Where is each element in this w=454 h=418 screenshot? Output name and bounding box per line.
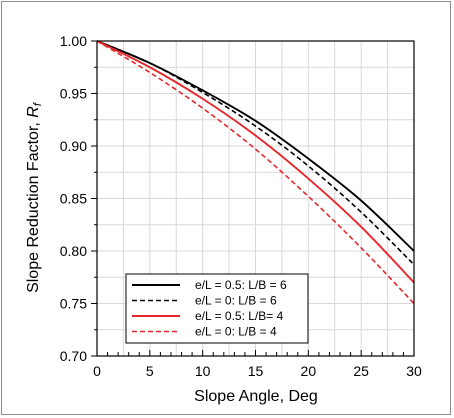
y-axis-label-symbol: R [25, 106, 42, 118]
tick-labels: 0 5 10 15 20 25 30 0.70 0.75 0.80 0.85 0.90 0.95 1.00 [60, 33, 422, 379]
legend-label-2: e/L = 0: L/B = 6 [195, 294, 277, 308]
x-tick-label: 30 [406, 363, 422, 379]
axis-ticks [91, 40, 415, 357]
y-tick-label: 0.80 [60, 243, 87, 259]
x-tick-label: 25 [353, 363, 369, 379]
y-axis-label-main: Slope Reduction Factor, [25, 118, 42, 293]
x-axis-label: Slope Angle, Deg [194, 388, 318, 405]
y-tick-label: 1.00 [60, 33, 87, 49]
x-tick-label: 5 [146, 363, 154, 379]
legend-label-3: e/L = 0.5: L/B= 4 [195, 309, 284, 323]
series-line-3 [96, 40, 415, 284]
y-tick-label: 0.85 [60, 191, 87, 207]
y-axis-label-subscript: f [32, 102, 44, 106]
y-tick-label: 0.90 [60, 138, 87, 154]
y-tick-label: 0.70 [60, 348, 87, 364]
legend-label-4: e/L = 0: L/B = 4 [195, 325, 277, 339]
y-tick-label: 0.95 [60, 86, 87, 102]
series-line-4 [96, 40, 415, 305]
x-tick-label: 15 [248, 363, 264, 379]
series-line-2 [96, 40, 415, 266]
legend-label-1: e/L = 0.5: L/B = 6 [195, 278, 287, 292]
x-tick-label: 10 [195, 363, 211, 379]
x-tick-label: 0 [93, 363, 101, 379]
y-tick-label: 0.75 [60, 296, 87, 312]
legend: e/L = 0.5: L/B = 6e/L = 0: L/B = 6e/L = … [125, 273, 309, 344]
y-axis-label: Slope Reduction Factor, Rf [25, 102, 44, 293]
series-lines [96, 40, 415, 305]
x-tick-label: 20 [301, 363, 317, 379]
